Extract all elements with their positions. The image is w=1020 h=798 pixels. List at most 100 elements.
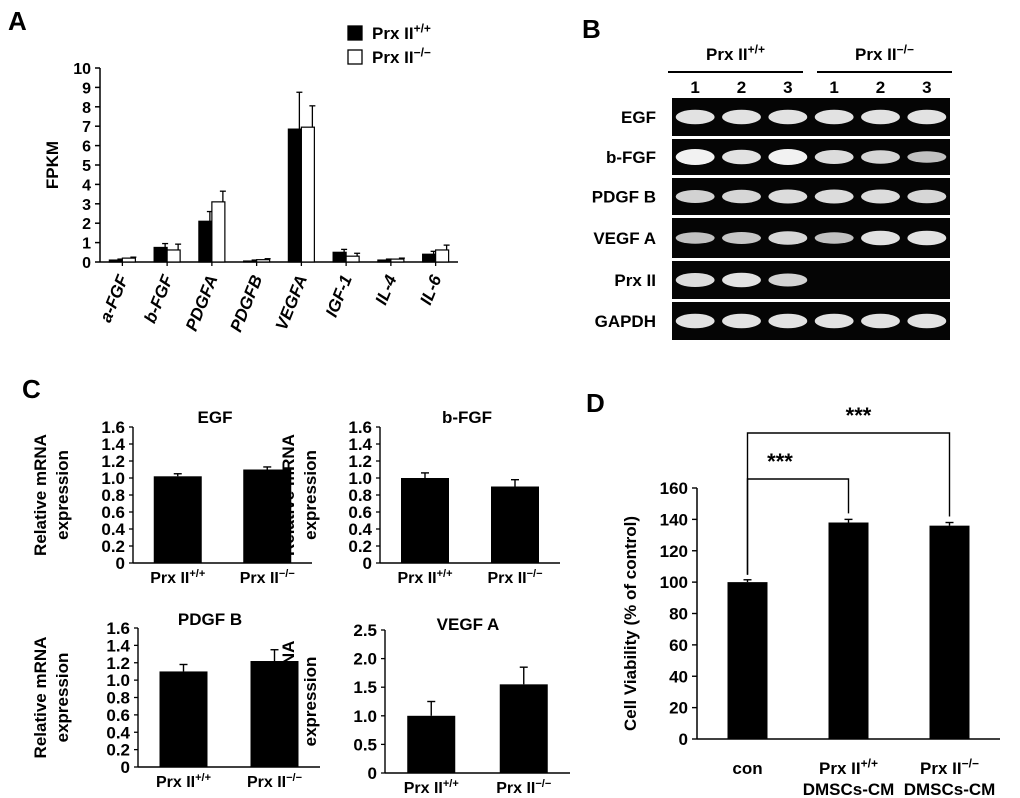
gel-band [675,149,715,165]
bar [300,126,315,263]
gel-band [675,313,715,329]
y-tick-label: 7 [82,119,91,136]
gel-band [861,313,900,329]
gel-group-label: Prx II−/− [855,43,914,64]
x-tick-label: DMSCs-CM [904,780,996,798]
gel-row-label: PDGF B [592,188,656,207]
gel-band [814,232,854,244]
gel-band [861,230,900,246]
chart-c-pdgfb: 00.20.40.60.81.01.21.41.6 PDGF B Relative … [31,610,320,791]
legend-label: Prx II−/− [372,46,431,67]
y-tick-label: 1.4 [101,435,125,454]
gel-band [675,109,715,125]
gel-band [814,109,854,125]
y-tick-label: 1.0 [101,469,125,488]
y-tick-label: 0.8 [348,486,372,505]
y-tick-label: 1.6 [101,418,125,437]
gel-band [722,232,761,244]
y-tick-label: 0.2 [101,537,125,556]
legend-swatch [347,49,363,65]
y-tick-label: 4 [82,177,91,194]
y-tick-label: 8 [82,100,91,117]
chart-title: PDGF B [178,610,242,629]
y-axis-label: expression [301,450,320,540]
y-tick-label: 0.5 [353,735,377,754]
y-tick-label: 2 [82,216,91,233]
y-tick-label: 0.4 [106,723,130,742]
bar [287,128,302,263]
chart-title: VEGF A [437,615,500,634]
bar [211,201,226,263]
y-axis-label: Cell Viability (% of control) [621,516,640,731]
gel-background [672,218,950,258]
y-tick-label: 1.4 [106,636,130,655]
y-tick-label: 0 [82,255,91,272]
x-tick-label: DMSCs-CM [803,780,895,798]
y-tick-label: 1 [82,236,91,253]
chart-c-bfgf: 00.20.40.60.81.01.21.41.6 b-FGF Relative m… [279,408,560,587]
y-tick-label: 1.2 [101,452,125,471]
bar [243,469,292,563]
gel-band [768,149,808,165]
legend-label: Prx II+/+ [372,22,431,43]
y-tick-label: 10 [73,61,91,78]
gel-background [672,261,950,299]
gel-band [768,273,808,287]
x-tick-label: IL-6 [416,272,445,308]
gel-band [814,189,854,204]
gel-lane-number: 3 [783,78,792,97]
x-tick-label: IGF-1 [322,272,356,319]
x-tick-label: VEGFA [272,272,311,333]
x-tick-label: Prx II−/− [496,778,551,797]
bar [499,684,548,773]
y-tick-label: 80 [669,605,688,624]
bar [435,249,450,263]
y-tick-label: 40 [669,667,688,686]
bar [345,255,360,263]
gel-band [861,150,900,164]
y-tick-label: 0.2 [348,537,372,556]
x-tick-label: IL-4 [372,272,401,308]
y-tick-label: 1.4 [348,435,372,454]
y-tick-label: 0 [679,730,688,749]
y-tick-label: 60 [669,636,688,655]
y-axis-label: Relative mRNA [31,637,50,759]
x-tick-label: Prx II−/− [487,568,542,587]
bar [929,525,970,739]
y-tick-label: 1.6 [106,619,130,638]
y-tick-label: 1.0 [106,671,130,690]
gel-row-label: b-FGF [606,148,656,167]
gel-band [722,189,761,204]
gel-band [907,230,947,246]
gel-band [722,313,761,329]
chart-c-egf: 00.20.40.60.81.01.21.41.6 EGF Relative mRN… [31,408,312,587]
x-tick-label: Prx II+/+ [156,772,211,791]
y-tick-label: 1.2 [348,452,372,471]
bar [401,478,449,563]
gel-lane-number: 2 [737,78,746,97]
y-tick-label: 2.0 [353,650,377,669]
y-tick-label: 0 [116,554,125,573]
gel-band [814,150,854,164]
x-tick-label: Prx II+/+ [404,778,459,797]
gel-panel-b: Prx II+/+ 1 2 3 Prx II−/− 1 2 3 EGF b-FGF PDGF B VE… [592,43,952,340]
gel-band [722,109,761,125]
bar [166,249,181,263]
gel-band [675,273,715,287]
gel-band [675,190,715,203]
bar [390,258,405,263]
y-tick-label: 1.0 [348,469,372,488]
legend-swatch [347,25,363,41]
y-tick-label: 20 [669,699,688,718]
bar [491,486,539,563]
gel-lane-number: 2 [876,78,885,97]
gel-band [768,189,808,204]
bar [250,661,299,767]
gel-band [907,189,947,204]
y-tick-label: 5 [82,158,91,175]
gel-band [722,149,761,165]
x-tick-label: Prx II+/+ [819,757,878,778]
chart-c-vegfa: 0 0.5 1.0 1.5 2.0 2.5 VEGF A Relative mRNA expre… [279,615,570,797]
x-tick-label: Prx II+/+ [150,568,205,587]
gel-band [907,151,947,163]
